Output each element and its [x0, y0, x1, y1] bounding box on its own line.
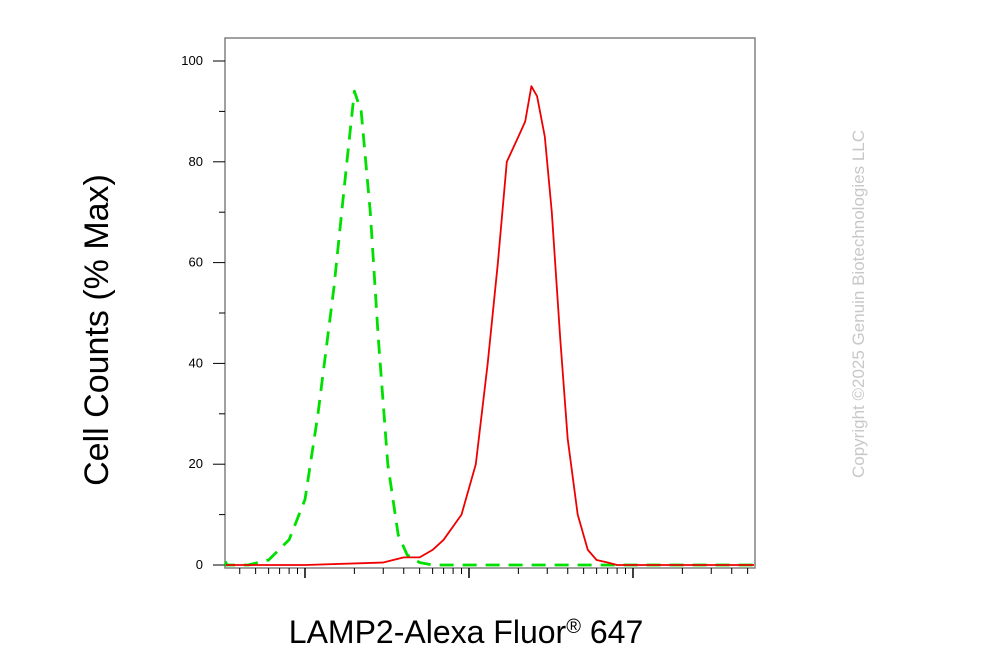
series-group: [224, 85, 754, 567]
registered-symbol: ®: [566, 616, 581, 638]
x-axis-title-suffix: 647: [581, 614, 643, 650]
x-axis-title-main: LAMP2-Alexa Fluor: [289, 614, 567, 650]
y-tick-label: 60: [189, 255, 203, 270]
y-tick-label: 100: [181, 53, 203, 68]
x-axis-title: LAMP2-Alexa Fluor® 647: [289, 614, 643, 650]
y-tick-label: 80: [189, 154, 203, 169]
control-histogram-line: [224, 89, 754, 567]
y-axis-ticks: 0 20 40 60 80 100: [181, 53, 225, 572]
y-axis-title: Cell Counts (% Max): [78, 174, 116, 486]
y-tick-label: 20: [189, 456, 203, 471]
plot-frame: [224, 37, 756, 569]
x-axis-ticks: [239, 568, 749, 578]
copyright-watermark: Copyright ©2025 Genuin Biotechnologies L…: [849, 130, 868, 478]
y-tick-label: 40: [189, 355, 203, 370]
y-tick-label: 0: [196, 557, 203, 572]
sample-histogram-line: [226, 85, 754, 566]
